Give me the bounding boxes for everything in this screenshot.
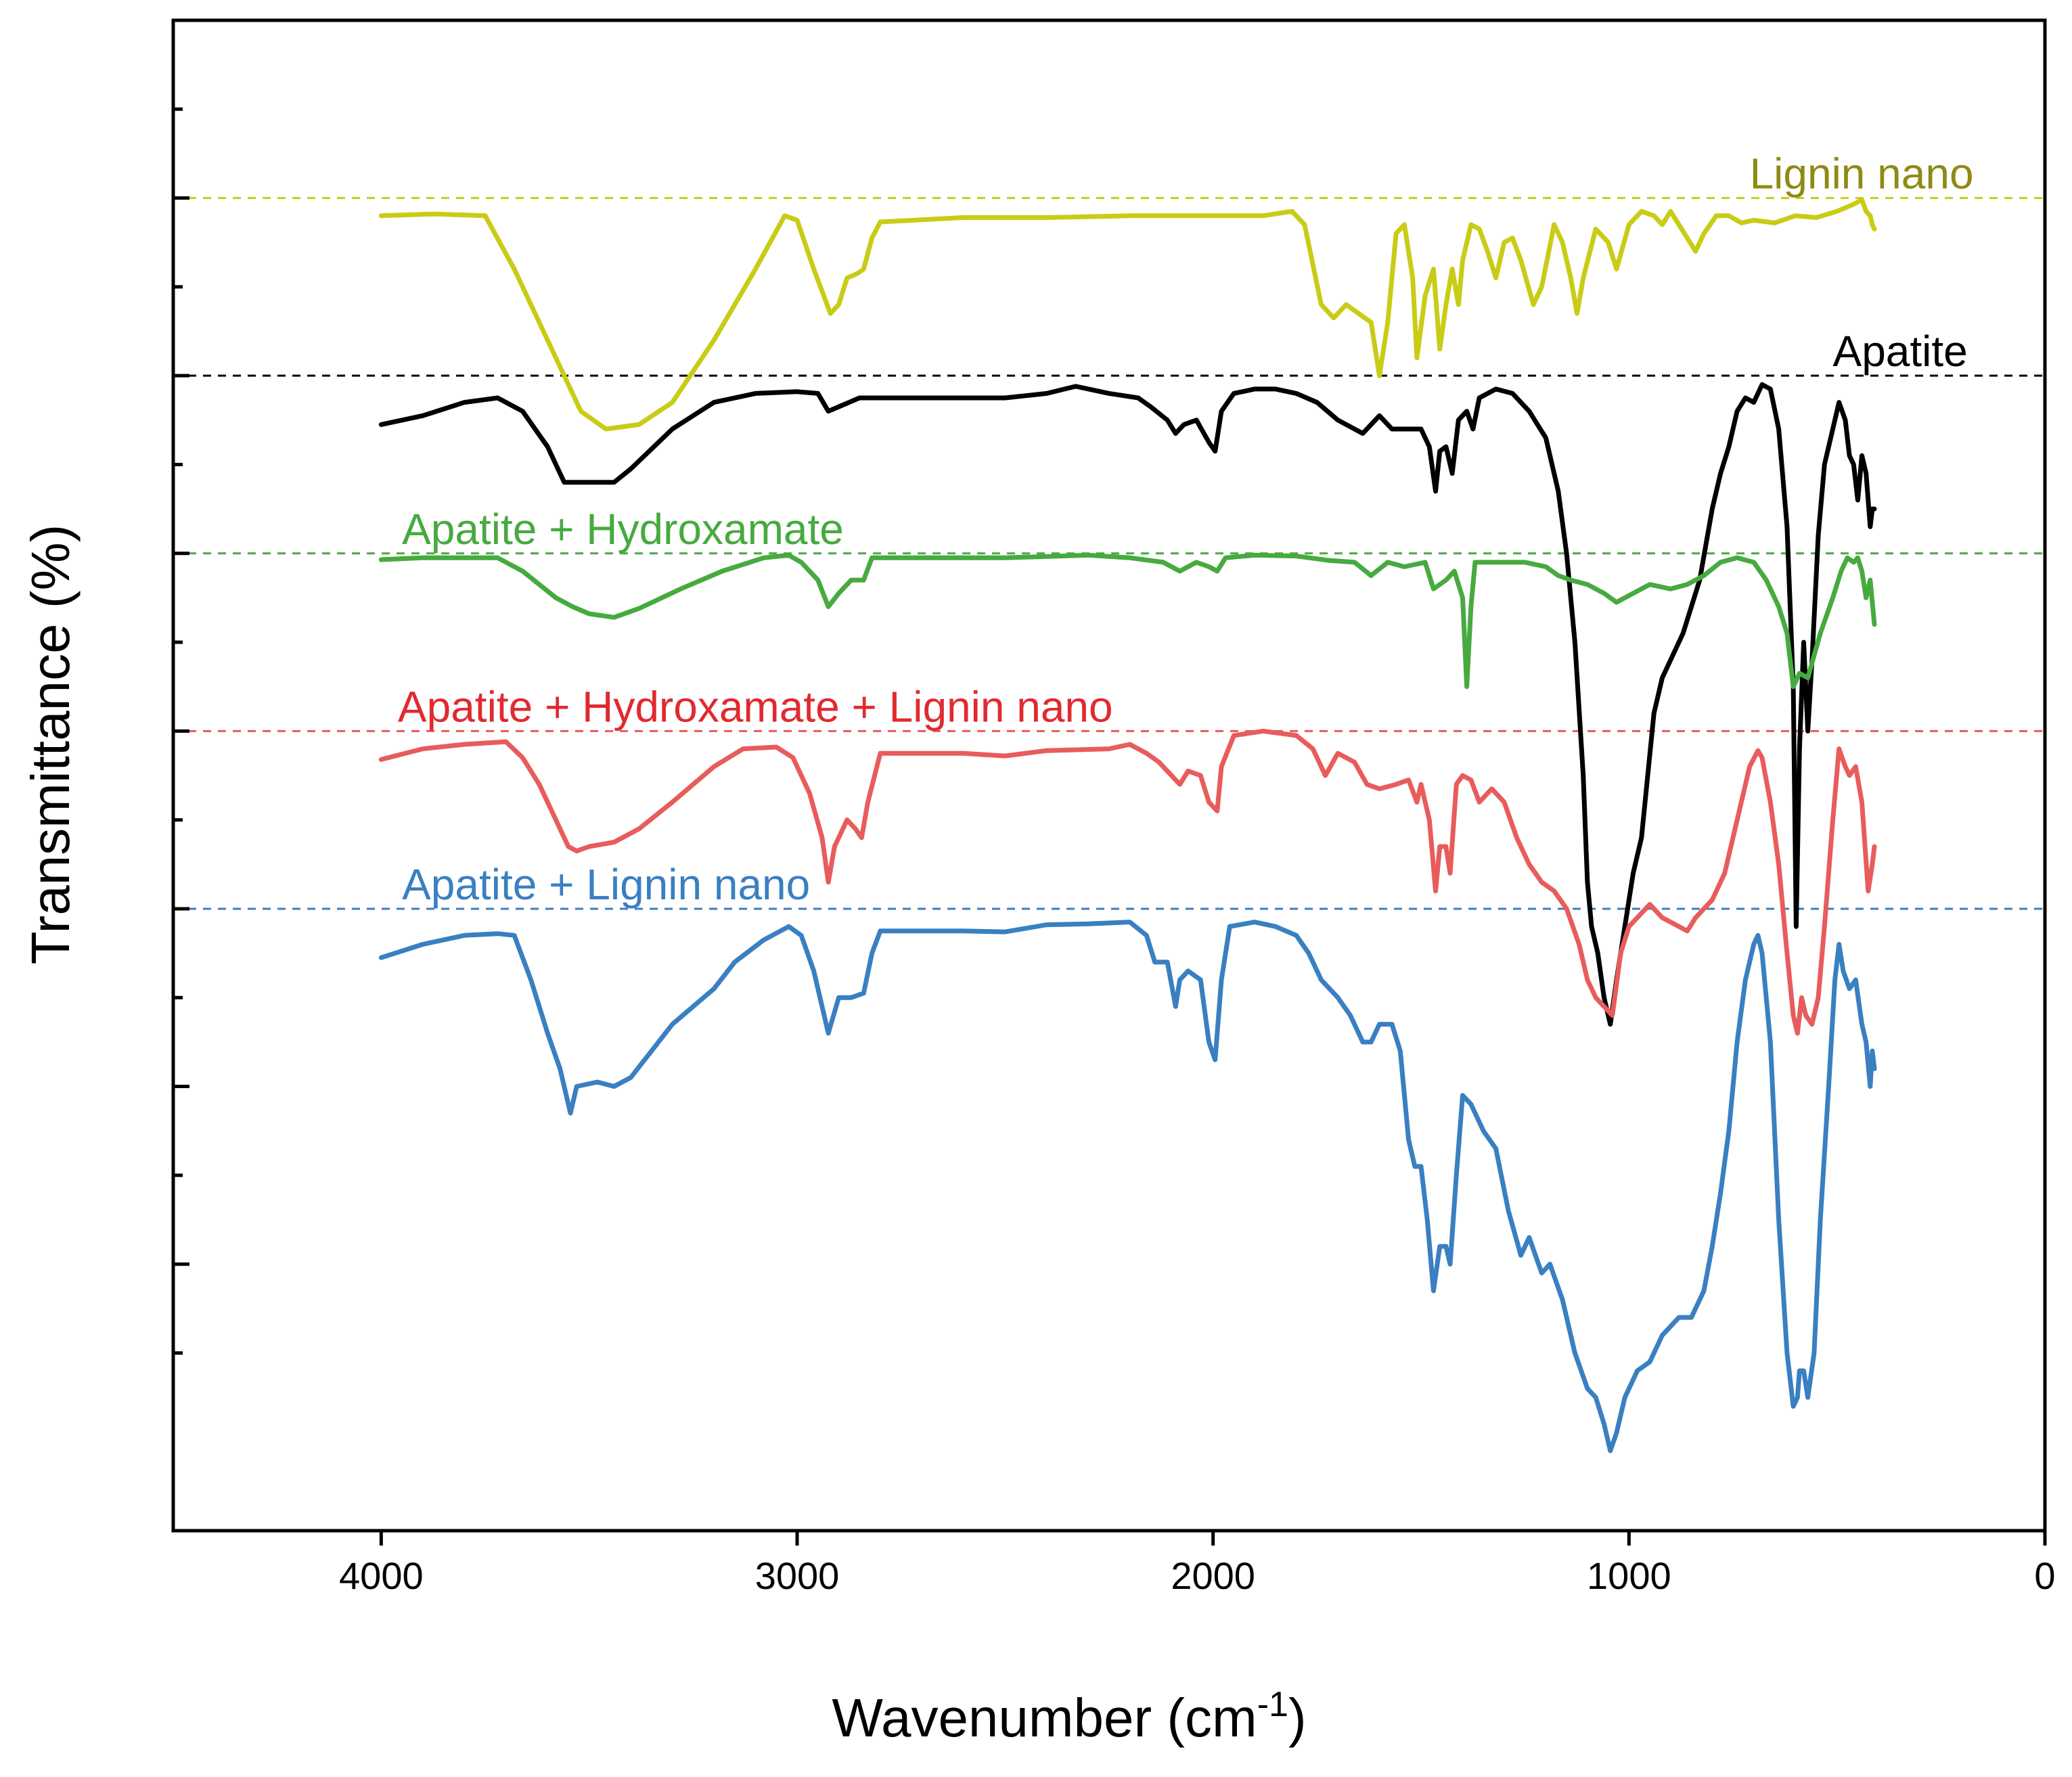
x-tick-label: 0: [2034, 1554, 2055, 1597]
x-tick-label: 4000: [339, 1554, 424, 1597]
x-axis-label-superscript: -1: [1257, 1685, 1288, 1724]
series-line-2: [378, 552, 1877, 690]
y-axis-label: Transmittance (%): [20, 524, 81, 965]
series-line-1: [378, 382, 1877, 1027]
x-tick-label: 1000: [1587, 1554, 1671, 1597]
series-line-3: [378, 728, 1877, 1036]
x-axis-label: Wavenumber (cm-1): [832, 1685, 1306, 1748]
series-line-0: [378, 197, 1877, 432]
series-label-2: Apatite + Hydroxamate: [402, 505, 844, 554]
series-label-3: Apatite + Hydroxamate + Lignin nano: [398, 682, 1113, 731]
series-label-0: Lignin nano: [1750, 150, 1974, 198]
series-line-4: [378, 920, 1877, 1454]
x-tick-label: 3000: [755, 1554, 840, 1597]
series-labels: Lignin nano Apatite Apatite + Hydroxamate A…: [398, 150, 1974, 909]
series-label-4: Apatite + Lignin nano: [402, 860, 810, 909]
plot-area: [173, 197, 2045, 1454]
series-label-1: Apatite: [1833, 327, 1968, 376]
axes: 4000 3000 2000 1000 0: [171, 18, 2056, 1597]
x-tick-label: 2000: [1171, 1554, 1255, 1597]
plot-frame: [171, 18, 2047, 1533]
